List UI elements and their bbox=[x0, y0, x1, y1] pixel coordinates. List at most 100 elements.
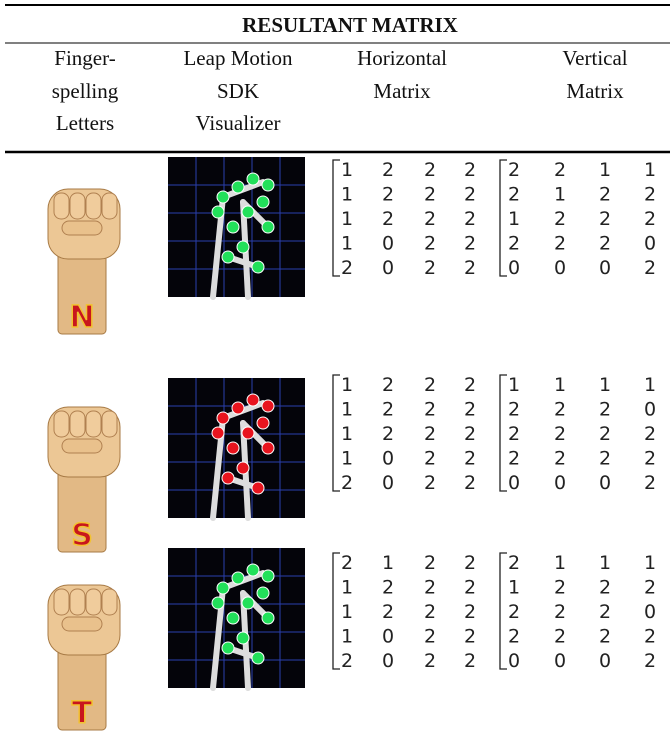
matrix-entry: 2 bbox=[424, 577, 436, 599]
matrix-entry: 2 bbox=[554, 233, 566, 255]
matrix-entry: 1 bbox=[341, 208, 353, 230]
matrix-entry: 2 bbox=[508, 399, 520, 421]
matrix-entry: 2 bbox=[508, 159, 520, 181]
matrix-entry: 1 bbox=[508, 577, 520, 599]
matrix-bracket bbox=[332, 159, 340, 277]
finger bbox=[101, 410, 118, 438]
matrix-entry: 2 bbox=[508, 626, 520, 648]
visualizer-joint bbox=[216, 581, 230, 595]
matrix-entry: 2 bbox=[644, 577, 656, 599]
matrix-entry: 1 bbox=[508, 208, 520, 230]
finger bbox=[85, 588, 102, 616]
matrix-entry: 2 bbox=[424, 184, 436, 206]
matrix-entry: 0 bbox=[554, 472, 566, 494]
matrix-entry: 1 bbox=[599, 159, 611, 181]
matrix-entry: 1 bbox=[554, 374, 566, 396]
matrix-entry: 0 bbox=[644, 601, 656, 623]
matrix-entry: 1 bbox=[554, 552, 566, 574]
matrix-entry: 2 bbox=[382, 399, 394, 421]
matrix-entry: 2 bbox=[464, 626, 476, 648]
matrix-entry: 2 bbox=[341, 257, 353, 279]
matrix-entry: 2 bbox=[424, 472, 436, 494]
matrix-entry: 1 bbox=[599, 374, 611, 396]
visualizer-joint bbox=[236, 240, 250, 254]
matrix-entry: 2 bbox=[464, 399, 476, 421]
matrix-entry: 2 bbox=[644, 626, 656, 648]
matrix-entry: 1 bbox=[341, 233, 353, 255]
visualizer-joint bbox=[221, 250, 235, 264]
column-header: Leap Motion bbox=[183, 46, 293, 70]
matrix-entry: 2 bbox=[599, 233, 611, 255]
matrix-entry: 1 bbox=[508, 374, 520, 396]
matrix-entry: 2 bbox=[424, 650, 436, 672]
visualizer-joint bbox=[251, 481, 265, 495]
visualizer-joint bbox=[226, 441, 240, 455]
matrix-entry: 2 bbox=[424, 208, 436, 230]
visualizer-joint bbox=[261, 220, 275, 234]
visualizer-joint bbox=[236, 631, 250, 645]
hand-sign: N bbox=[47, 188, 121, 336]
matrix-entry: 2 bbox=[599, 423, 611, 445]
visualizer-joint bbox=[251, 260, 265, 274]
matrix-entry: 2 bbox=[599, 626, 611, 648]
matrix-entry: 2 bbox=[554, 423, 566, 445]
matrix-entry: 2 bbox=[424, 423, 436, 445]
letter: S bbox=[71, 518, 93, 553]
matrix-entry: 2 bbox=[464, 423, 476, 445]
finger bbox=[69, 588, 86, 616]
matrix-entry: 2 bbox=[464, 650, 476, 672]
matrix-entry: 2 bbox=[644, 423, 656, 445]
matrix-entry: 1 bbox=[644, 374, 656, 396]
matrix-entry: 0 bbox=[599, 472, 611, 494]
matrix-entry: 2 bbox=[464, 448, 476, 470]
matrix-entry: 2 bbox=[508, 448, 520, 470]
matrix-entry: 2 bbox=[644, 184, 656, 206]
visualizer-joint bbox=[241, 596, 255, 610]
matrix-entry: 2 bbox=[424, 552, 436, 574]
matrix-entry: 2 bbox=[424, 601, 436, 623]
column-header: spelling bbox=[52, 79, 119, 103]
finger bbox=[101, 192, 118, 220]
hand-sign: S bbox=[47, 406, 121, 554]
visualizer-joint bbox=[246, 393, 260, 407]
visualizer-joint bbox=[221, 471, 235, 485]
column-header: Horizontal bbox=[357, 46, 447, 70]
matrix-entry: 2 bbox=[341, 552, 353, 574]
matrix-entry: 2 bbox=[464, 601, 476, 623]
column-header: SDK bbox=[217, 79, 259, 103]
matrix-entry: 0 bbox=[382, 472, 394, 494]
matrix-entry: 2 bbox=[464, 233, 476, 255]
table-title: RESULTANT MATRIX bbox=[242, 13, 458, 37]
visualizer-joint bbox=[241, 205, 255, 219]
matrix-bracket bbox=[332, 552, 340, 670]
visualizer-joint bbox=[246, 563, 260, 577]
matrix-entry: 1 bbox=[341, 601, 353, 623]
thumb bbox=[61, 616, 103, 632]
matrix-entry: 2 bbox=[382, 423, 394, 445]
finger bbox=[85, 410, 102, 438]
matrix-entry: 0 bbox=[508, 257, 520, 279]
matrix-entry: 2 bbox=[644, 650, 656, 672]
matrix-entry: 2 bbox=[464, 552, 476, 574]
matrix-entry: 1 bbox=[644, 159, 656, 181]
matrix-entry: 0 bbox=[382, 233, 394, 255]
visualizer-joint bbox=[256, 195, 270, 209]
matrix-entry: 1 bbox=[341, 159, 353, 181]
matrix-entry: 0 bbox=[508, 650, 520, 672]
column-header: Letters bbox=[56, 111, 114, 135]
finger bbox=[69, 410, 86, 438]
matrix-entry: 1 bbox=[599, 552, 611, 574]
matrix-entry: 1 bbox=[644, 552, 656, 574]
visualizer-joint bbox=[261, 178, 275, 192]
matrix-entry: 2 bbox=[464, 577, 476, 599]
visualizer-joint bbox=[256, 416, 270, 430]
matrix-entry: 2 bbox=[508, 423, 520, 445]
matrix-bracket bbox=[499, 159, 507, 277]
finger bbox=[69, 192, 86, 220]
matrix-entry: 2 bbox=[424, 448, 436, 470]
visualizer-joint bbox=[236, 461, 250, 475]
visualizer-joint bbox=[246, 172, 260, 186]
matrix-entry: 2 bbox=[424, 374, 436, 396]
matrix-entry: 2 bbox=[599, 399, 611, 421]
